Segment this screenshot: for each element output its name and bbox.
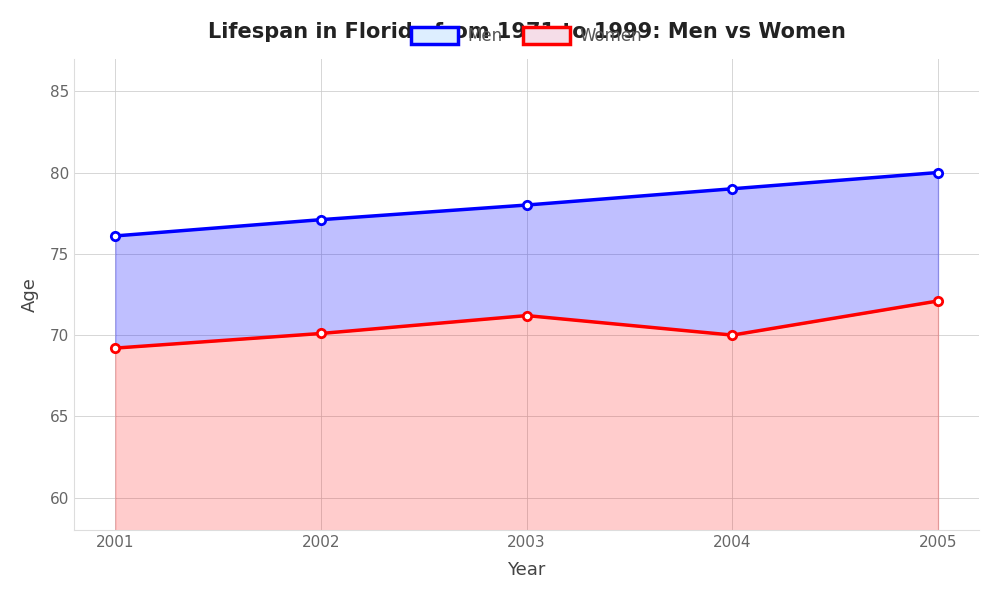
Y-axis label: Age: Age xyxy=(21,277,39,312)
X-axis label: Year: Year xyxy=(507,561,546,579)
Legend: Men, Women: Men, Women xyxy=(404,20,649,52)
Title: Lifespan in Florida from 1971 to 1999: Men vs Women: Lifespan in Florida from 1971 to 1999: M… xyxy=(208,22,846,42)
